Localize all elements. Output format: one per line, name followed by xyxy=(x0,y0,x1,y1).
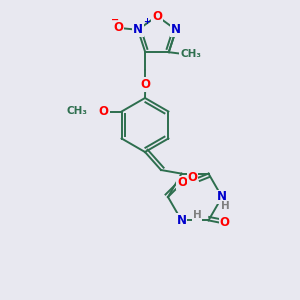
Text: H: H xyxy=(221,201,230,211)
Text: CH₃: CH₃ xyxy=(180,49,201,59)
Text: O: O xyxy=(220,216,230,229)
Text: O: O xyxy=(113,21,123,34)
Text: O: O xyxy=(177,176,187,190)
Text: H: H xyxy=(193,210,201,220)
Text: N: N xyxy=(133,23,143,36)
Text: O: O xyxy=(99,105,109,118)
Text: N: N xyxy=(217,190,227,203)
Text: N: N xyxy=(171,23,181,36)
Text: N: N xyxy=(176,214,187,227)
Text: +: + xyxy=(143,17,150,26)
Text: O: O xyxy=(140,78,150,91)
Text: −: − xyxy=(111,15,119,25)
Text: O: O xyxy=(152,10,162,22)
Text: CH₃: CH₃ xyxy=(67,106,88,116)
Text: O: O xyxy=(188,171,197,184)
